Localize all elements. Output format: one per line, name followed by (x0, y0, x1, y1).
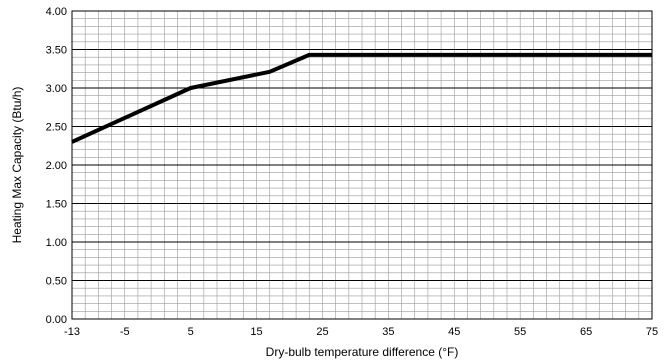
x-tick-label: 55 (514, 326, 526, 338)
x-tick-label: 45 (448, 326, 460, 338)
x-tick-label: -5 (120, 326, 130, 338)
y-axis-title: Heating Max Capacity (Btu/h) (10, 87, 24, 244)
plot-frame (71, 10, 653, 320)
x-tick-label: 65 (580, 326, 592, 338)
y-tick-label: 4.00 (46, 6, 67, 18)
x-tick-label: 35 (382, 326, 394, 338)
y-tick-label: 0.00 (46, 314, 67, 326)
y-tick-label: 3.00 (46, 83, 67, 95)
y-tick-label: 1.00 (46, 237, 67, 249)
y-tick-label: 0.50 (46, 276, 67, 288)
x-tick-label: -13 (64, 326, 80, 338)
x-tick-label: 5 (188, 326, 194, 338)
series-line-1 (71, 52, 652, 144)
y-tick-label: 2.00 (46, 160, 67, 172)
x-tick-labels: -13 -5 5 15 25 35 45 55 65 75 (64, 326, 658, 338)
x-axis-title: Dry-bulb temperature difference (°F) (266, 345, 459, 359)
major-gridlines (72, 49, 652, 281)
y-tick-labels: 0.00 0.50 1.00 1.50 2.00 2.50 3.00 3.50 4.00 (46, 6, 67, 326)
x-tick-label: 15 (250, 326, 262, 338)
y-tick-label: 2.50 (46, 122, 67, 134)
y-tick-label: 3.50 (46, 45, 67, 57)
x-tick-label: 75 (646, 326, 658, 338)
series-layer (71, 52, 652, 144)
y-tick-label: 1.50 (46, 199, 67, 211)
x-tick-label: 25 (316, 326, 328, 338)
